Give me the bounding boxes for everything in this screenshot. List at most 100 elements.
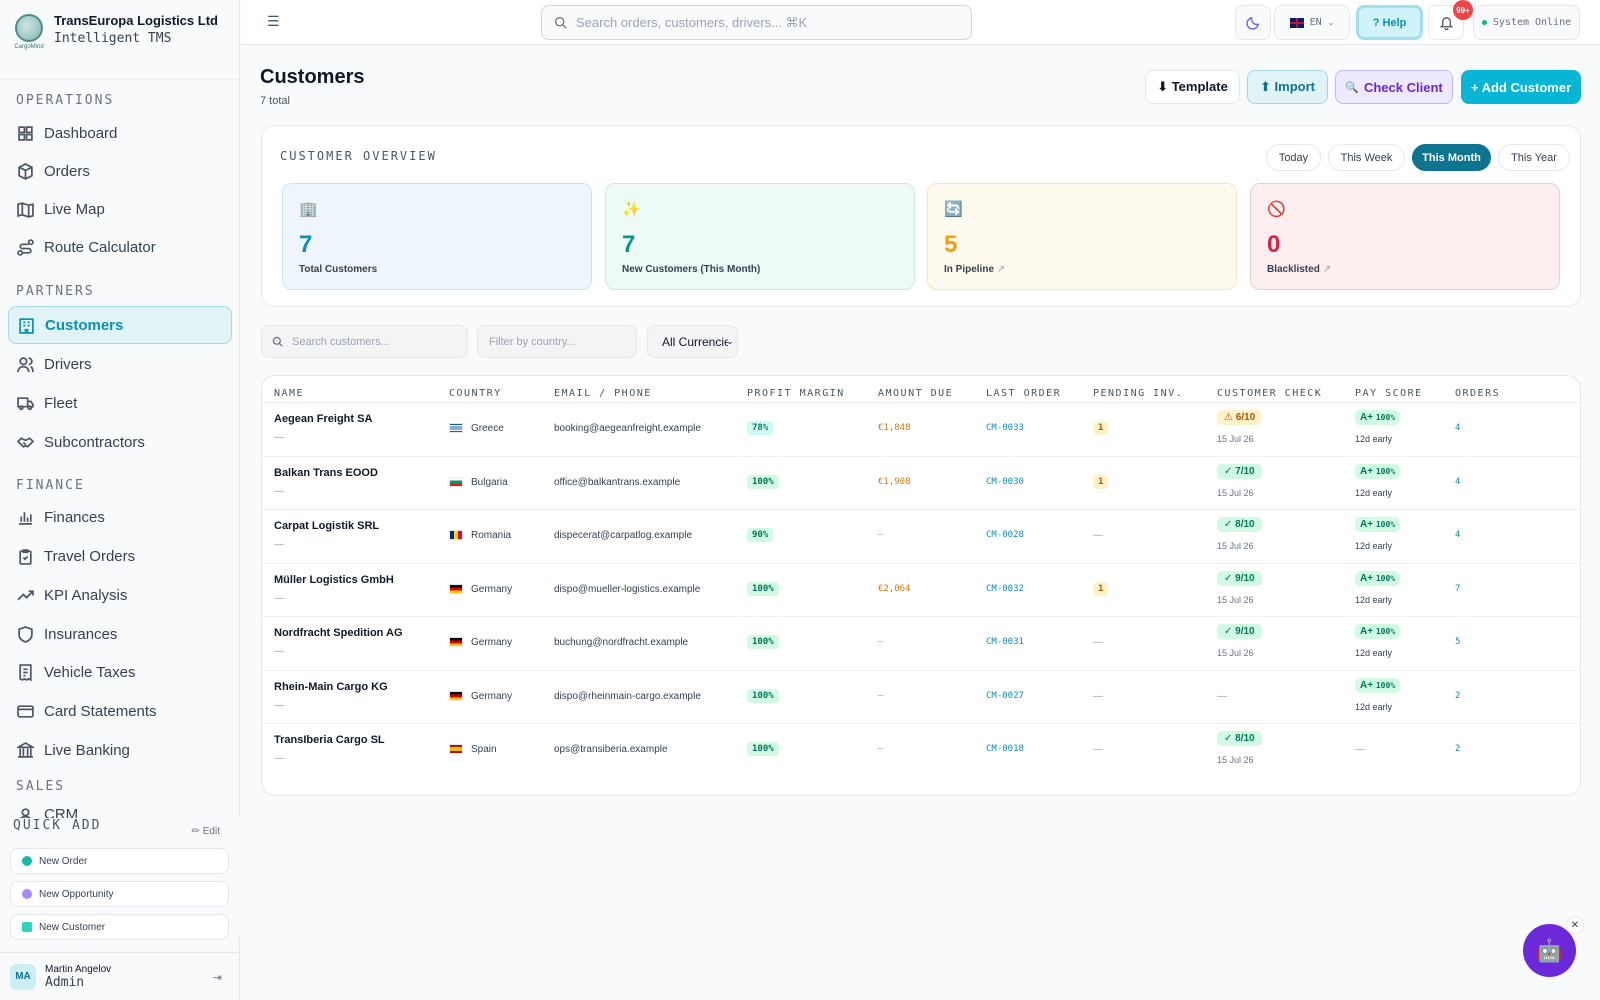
table-row[interactable]: Müller Logistics GmbH — Germany dispo@muell… — [262, 562, 1580, 617]
stat-card-blacklisted[interactable]: 🚫 0 Blacklisted ↗ — [1250, 183, 1560, 290]
table-row[interactable]: Carpat Logistik SRL — Romania dispecerat@ca… — [262, 509, 1580, 563]
last-order-link[interactable]: CM-0033 — [986, 423, 1024, 433]
column-header-amount-due[interactable]: AMOUNT DUE — [878, 388, 954, 399]
customer-name-link[interactable]: Aegean Freight SA — [274, 413, 373, 425]
orders-count-link[interactable]: 7 — [1455, 583, 1461, 594]
customer-search-input[interactable]: Search customers... — [261, 325, 468, 358]
global-search-input[interactable]: Search orders, customers, drivers... ⌘K — [541, 5, 972, 40]
quick-add-new-customer[interactable]: New Customer — [10, 914, 229, 940]
customer-name-link[interactable]: Rhein-Main Cargo KG — [274, 680, 388, 693]
customer-check-badge[interactable]: ✓ 9/10 — [1217, 624, 1262, 639]
sidebar-item-dashboard[interactable]: Dashboard — [8, 114, 232, 152]
help-button[interactable]: ? Help — [1356, 5, 1423, 40]
logout-icon[interactable]: ⇥ — [212, 972, 222, 984]
brand[interactable]: CargoMind TransEuropa Logistics Ltd Inte… — [0, 0, 239, 80]
language-selector[interactable]: EN ⌄ — [1274, 5, 1350, 40]
orders-count-link[interactable]: 4 — [1455, 423, 1461, 433]
orders-count-link[interactable]: 2 — [1455, 690, 1461, 701]
sidebar-item-orders[interactable]: Orders — [8, 152, 232, 190]
column-header-pending-inv[interactable]: PENDING INV. — [1093, 388, 1184, 399]
column-header-last-order[interactable]: LAST ORDER — [986, 388, 1062, 399]
sidebar-item-fleet[interactable]: Fleet — [8, 384, 232, 422]
orders-count-link[interactable]: 4 — [1455, 530, 1461, 540]
last-order-link[interactable]: CM-0031 — [986, 637, 1024, 647]
customer-name-link[interactable]: TransIberia Cargo SL — [274, 734, 385, 746]
import-button[interactable]: ⬆ Import — [1247, 70, 1328, 104]
column-header-country[interactable]: COUNTRY — [449, 388, 502, 399]
menu-icon[interactable]: ☰ — [267, 13, 280, 29]
email-link[interactable]: dispecerat@carpatlog.example — [554, 530, 693, 541]
pending-invoices-badge[interactable]: 1 — [1093, 421, 1109, 435]
pending-invoices-badge[interactable]: 1 — [1093, 581, 1109, 596]
orders-count-link[interactable]: 2 — [1455, 744, 1461, 754]
template-button[interactable]: ⬇ Template — [1145, 70, 1240, 104]
email-link[interactable]: dispo@mueller-logistics.example — [554, 583, 701, 595]
sidebar-item-live-banking[interactable]: Live Banking — [8, 731, 232, 769]
stat-card-total-customers[interactable]: 🏢 7 Total Customers — [282, 183, 592, 290]
customer-name-link[interactable]: Carpat Logistik SRL — [274, 520, 380, 532]
period-today[interactable]: Today — [1266, 144, 1321, 171]
dark-mode-toggle[interactable] — [1235, 5, 1271, 40]
assistant-bot-button[interactable]: 🤖 — [1523, 924, 1576, 977]
customer-check-badge[interactable]: ✓ 8/10 — [1217, 517, 1262, 532]
customer-name-link[interactable]: Müller Logistics GmbH — [274, 573, 394, 586]
add-customer-button[interactable]: + Add Customer — [1461, 70, 1581, 104]
column-header-name[interactable]: NAME — [274, 388, 305, 399]
check-client-button[interactable]: 🔍 Check Client — [1335, 70, 1453, 104]
column-header-pay-score[interactable]: PAY SCORE — [1355, 388, 1423, 399]
customer-check-badge[interactable]: ✓ 8/10 — [1217, 731, 1262, 746]
sidebar-item-finances[interactable]: Finances — [8, 498, 232, 536]
pending-invoices-badge[interactable]: 1 — [1093, 474, 1109, 489]
email-link[interactable]: buchung@nordfracht.example — [554, 637, 689, 648]
amount-due: €2,064 — [878, 583, 911, 594]
email-link[interactable]: office@balkantrans.example — [554, 476, 681, 488]
sidebar-item-kpi-analysis[interactable]: KPI Analysis — [8, 576, 232, 614]
customer-check-badge[interactable]: ⚠ 6/10 — [1217, 410, 1263, 425]
column-header-customer-check[interactable]: CUSTOMER CHECK — [1217, 388, 1323, 399]
sidebar-item-travel-orders[interactable]: Travel Orders — [8, 537, 232, 575]
column-header-profit-margin[interactable]: PROFIT MARGIN — [747, 388, 845, 399]
quick-add-edit-button[interactable]: ✏ Edit — [191, 826, 220, 837]
last-order-link[interactable]: CM-0030 — [986, 476, 1024, 487]
sidebar-item-customers[interactable]: Customers — [8, 306, 232, 344]
column-header-email[interactable]: EMAIL / PHONE — [554, 388, 652, 399]
sidebar-item-insurances[interactable]: Insurances — [8, 615, 232, 653]
country-filter-input[interactable]: Filter by country... — [477, 325, 637, 358]
sidebar-item-live-map[interactable]: Live Map — [8, 190, 232, 228]
email-link[interactable]: ops@transiberia.example — [554, 744, 668, 755]
quick-add-new-opportunity[interactable]: New Opportunity — [10, 881, 229, 907]
sidebar-item-route-calculator[interactable]: Route Calculator — [8, 228, 232, 266]
sidebar-item-subcontractors[interactable]: Subcontractors — [8, 423, 232, 461]
table-row[interactable]: TransIberia Cargo SL — Spain ops@transiberi… — [262, 723, 1580, 777]
column-header-orders[interactable]: ORDERS — [1455, 388, 1501, 399]
customer-name-link[interactable]: Balkan Trans EOOD — [274, 466, 378, 479]
orders-count-link[interactable]: 5 — [1455, 637, 1461, 647]
table-row[interactable]: Balkan Trans EOOD — Bulgaria office@balkant… — [262, 455, 1580, 510]
period-this-month[interactable]: This Month — [1412, 144, 1491, 171]
email-link[interactable]: dispo@rheinmain-cargo.example — [554, 690, 701, 702]
stat-card-new-customers[interactable]: ✨ 7 New Customers (This Month) — [605, 183, 915, 290]
last-order-link[interactable]: CM-0027 — [986, 690, 1024, 701]
sidebar-item-card-statements[interactable]: Card Statements — [8, 692, 232, 730]
sidebar-item-drivers[interactable]: Drivers — [8, 345, 232, 383]
period-this-year[interactable]: This Year — [1498, 144, 1570, 171]
last-order-link[interactable]: CM-0018 — [986, 744, 1024, 754]
last-order-link[interactable]: CM-0032 — [986, 583, 1024, 594]
table-row[interactable]: Rhein-Main Cargo KG — Germany dispo@rheinma… — [262, 669, 1580, 724]
stat-card-in-pipeline[interactable]: 🔄 5 In Pipeline ↗ — [927, 183, 1237, 290]
user-profile[interactable]: MA Martin Angelov Admin ⇥ — [0, 952, 240, 1000]
sidebar-item-vehicle-taxes[interactable]: Vehicle Taxes — [8, 653, 232, 691]
customer-name-link[interactable]: Nordfracht Spedition AG — [274, 627, 403, 639]
notifications-button[interactable]: 99+ — [1428, 0, 1473, 40]
table-row[interactable]: Aegean Freight SA — Greece booking@aegeanfr… — [262, 402, 1580, 456]
close-icon[interactable]: ✕ — [1566, 916, 1584, 934]
orders-count-link[interactable]: 4 — [1455, 476, 1461, 487]
period-this-week[interactable]: This Week — [1328, 144, 1405, 171]
table-row[interactable]: Nordfracht Spedition AG — Germany buchung@n… — [262, 616, 1580, 670]
currency-select[interactable]: All Currencies ⌄ — [647, 325, 738, 358]
email-link[interactable]: booking@aegeanfreight.example — [554, 423, 701, 434]
customer-check-badge[interactable]: ✓ 9/10 — [1217, 570, 1262, 586]
quick-add-new-order[interactable]: New Order — [10, 848, 229, 874]
last-order-link[interactable]: CM-0028 — [986, 530, 1024, 540]
customer-check-badge[interactable]: ✓ 7/10 — [1217, 463, 1262, 479]
